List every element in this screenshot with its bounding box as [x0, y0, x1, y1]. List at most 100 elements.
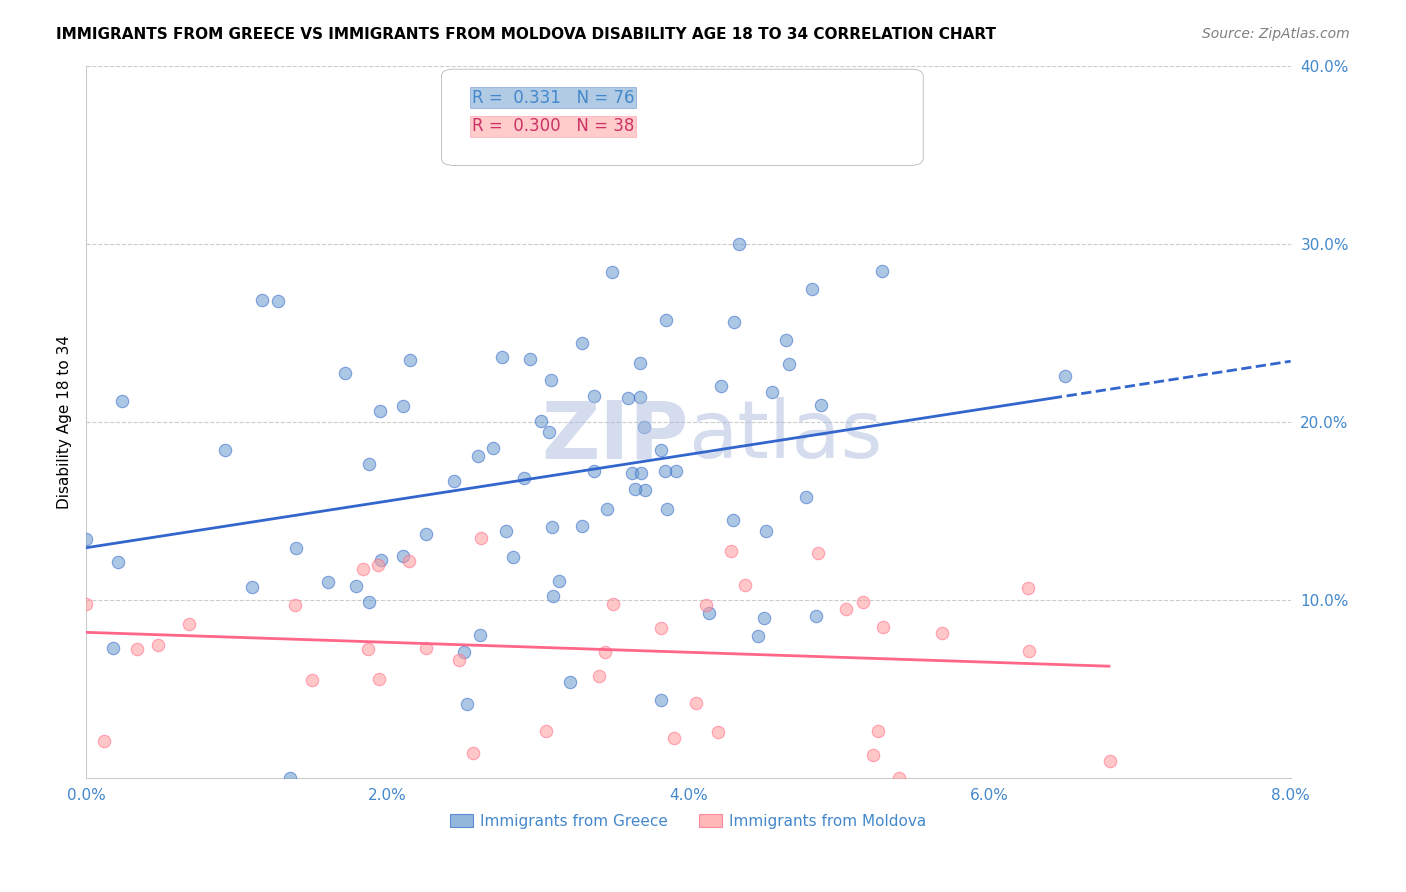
Point — [810, 398, 832, 412]
Point — [267, 294, 290, 309]
Point — [634, 483, 657, 497]
Point — [356, 641, 378, 656]
Point — [146, 638, 169, 652]
Point — [214, 443, 236, 458]
Point — [872, 264, 894, 278]
Point — [470, 531, 492, 545]
Point — [399, 352, 422, 367]
Point — [240, 580, 263, 594]
Point — [931, 625, 953, 640]
Point — [596, 501, 619, 516]
Point — [650, 443, 672, 458]
Point — [179, 616, 201, 631]
Point — [519, 351, 541, 366]
Point — [588, 669, 610, 683]
Point — [502, 549, 524, 564]
Point — [621, 466, 644, 480]
Point — [93, 734, 115, 748]
Point — [359, 595, 381, 609]
Point — [392, 399, 415, 413]
Point — [107, 556, 129, 570]
Point — [285, 541, 308, 555]
Point — [318, 574, 340, 589]
Point — [1018, 644, 1040, 658]
Point — [710, 378, 733, 392]
Text: atlas: atlas — [689, 397, 883, 475]
Point — [415, 641, 437, 656]
Point — [868, 723, 890, 738]
Point — [872, 620, 894, 634]
Point — [1017, 581, 1039, 595]
Point — [630, 466, 652, 480]
Point — [491, 350, 513, 364]
Point — [456, 697, 478, 711]
Point — [654, 464, 676, 478]
Point — [482, 441, 505, 455]
Text: Source: ZipAtlas.com: Source: ZipAtlas.com — [1202, 27, 1350, 41]
Point — [706, 724, 728, 739]
Point — [600, 265, 623, 279]
Point — [344, 578, 367, 592]
Point — [595, 645, 617, 659]
Point — [794, 490, 817, 504]
Text: R =  0.300   N = 38: R = 0.300 N = 38 — [471, 117, 634, 136]
Point — [775, 333, 797, 347]
Point — [755, 524, 778, 539]
FancyBboxPatch shape — [441, 70, 924, 165]
Point — [583, 464, 606, 478]
Point — [495, 524, 517, 538]
Point — [761, 385, 783, 400]
Point — [250, 293, 273, 307]
Point — [616, 391, 638, 405]
Point — [721, 513, 744, 527]
Point — [662, 731, 685, 746]
Point — [628, 391, 651, 405]
Point — [75, 597, 97, 611]
Point — [852, 595, 875, 609]
Legend: Immigrants from Greece, Immigrants from Moldova: Immigrants from Greece, Immigrants from … — [444, 807, 932, 835]
Point — [513, 471, 536, 485]
Point — [800, 282, 823, 296]
Point — [697, 606, 720, 620]
Point — [650, 621, 672, 635]
Point — [467, 450, 489, 464]
Text: IMMIGRANTS FROM GREECE VS IMMIGRANTS FROM MOLDOVA DISABILITY AGE 18 TO 34 CORREL: IMMIGRANTS FROM GREECE VS IMMIGRANTS FRO… — [56, 27, 997, 42]
Point — [602, 597, 624, 611]
Point — [530, 414, 553, 428]
Text: R =  0.331   N = 76: R = 0.331 N = 76 — [471, 88, 634, 107]
Point — [862, 748, 884, 763]
Point — [695, 598, 717, 612]
Point — [370, 552, 392, 566]
Point — [443, 474, 465, 488]
Point — [127, 641, 149, 656]
Point — [650, 692, 672, 706]
Point — [543, 589, 565, 603]
Point — [357, 457, 380, 471]
Point — [685, 696, 707, 710]
Point — [835, 602, 858, 616]
Point — [655, 502, 678, 516]
Point — [723, 315, 745, 329]
Point — [778, 358, 800, 372]
Point — [727, 236, 749, 251]
Point — [628, 356, 651, 370]
Point — [548, 574, 571, 589]
Point — [889, 771, 911, 785]
Point — [720, 544, 742, 558]
Point — [398, 554, 420, 568]
Point — [734, 578, 756, 592]
Point — [101, 641, 124, 656]
Point — [75, 533, 97, 547]
Point — [624, 483, 647, 497]
Point — [571, 336, 593, 351]
Point — [540, 373, 562, 387]
Point — [540, 520, 562, 534]
Point — [333, 366, 356, 380]
Point — [463, 746, 485, 760]
Point — [301, 673, 323, 687]
Point — [558, 675, 581, 690]
Point — [111, 394, 134, 409]
Point — [571, 519, 593, 533]
Point — [534, 724, 557, 739]
Point — [453, 645, 475, 659]
